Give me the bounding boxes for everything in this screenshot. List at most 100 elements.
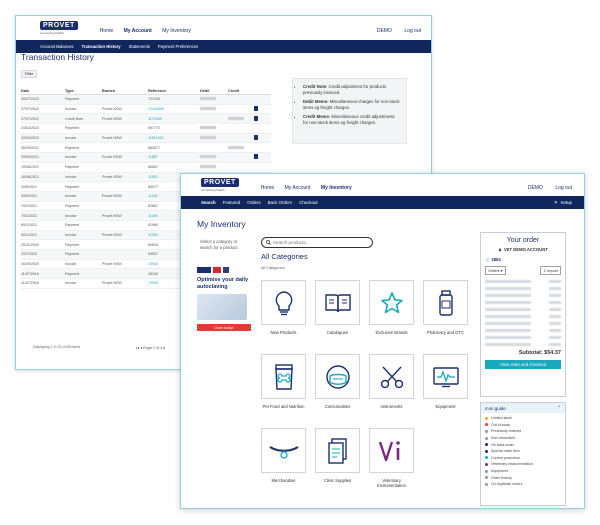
cell-reference[interactable]: 10910 (148, 262, 158, 267)
import-button[interactable]: ⇩ Import (539, 266, 561, 275)
col-type[interactable]: Type (65, 88, 74, 93)
cell-type: Invoice (65, 155, 77, 160)
category-vet-instrumentation[interactable]: Veterinary Instrumentation (369, 428, 414, 502)
provet-logo[interactable]: PROVET connecting health (40, 21, 78, 35)
tab-statements[interactable]: Statements (128, 44, 150, 49)
nav-home[interactable]: Home (99, 28, 114, 34)
nav-my-account[interactable]: My Account (284, 185, 311, 191)
category-catalogues[interactable]: Catalogues (315, 280, 360, 354)
logout-link[interactable]: Log out (555, 185, 572, 191)
category-grid: New Products Catalogues Exclusive Brands… (261, 280, 471, 502)
nav-my-inventory[interactable]: My Inventory (162, 28, 191, 34)
chevron-up-icon[interactable]: ⌃ (557, 405, 561, 410)
category-equipment[interactable]: Equipment (423, 354, 468, 428)
category-instruments[interactable]: Instruments (369, 354, 414, 428)
tab-search[interactable]: Search (201, 200, 216, 205)
document-icon[interactable] (254, 154, 258, 160)
order-line[interactable] (485, 336, 561, 339)
order-line[interactable] (485, 287, 561, 290)
account-name[interactable]: DEMO (527, 185, 543, 191)
account-name[interactable]: DEMO (376, 28, 392, 34)
cell-date: 6/01/2021 (21, 232, 37, 237)
tab-orders[interactable]: Orders (247, 200, 261, 205)
icon-guide-header[interactable]: Icon guide ⌃ (481, 403, 565, 413)
order-reference[interactable]: 🛒 2854 (485, 257, 565, 263)
category-label: Catalogues (326, 330, 349, 335)
next-page-icon[interactable]: ▸ (163, 346, 166, 350)
nav-my-inventory[interactable]: My Inventory (320, 185, 352, 191)
category-exclusive-brands[interactable]: Exclusive Brands (369, 280, 414, 354)
order-line[interactable] (485, 315, 561, 318)
cell-reference[interactable]: 11202 (148, 194, 158, 199)
cell-reference[interactable]: 12141806 (148, 107, 164, 112)
icon-guide-label: Out of stock (491, 422, 511, 427)
tab-payment-preferences[interactable]: Payment Preferences (157, 44, 199, 49)
order-line[interactable] (485, 322, 561, 325)
table-row[interactable]: 22/03/2022 Invoice Provet NSW 11911451 (21, 133, 271, 144)
orders-dropdown[interactable]: Orders ▾ (485, 266, 506, 275)
category-merchandise[interactable]: Merchandise (261, 428, 306, 502)
col-credit[interactable]: Credit (228, 88, 239, 93)
account-subnav: Account Balances Transaction History Sta… (16, 40, 431, 53)
tab-checkout[interactable]: Checkout (299, 200, 318, 205)
first-page-icon[interactable]: |◂ (136, 346, 139, 350)
logout-link[interactable]: Log out (404, 28, 421, 34)
filter-button[interactable]: Filter (21, 70, 37, 78)
tab-transaction-history[interactable]: Transaction History (81, 44, 121, 49)
search-icon (266, 240, 271, 245)
icon-guide-label: On duplicate orders (491, 482, 523, 487)
order-line[interactable] (485, 301, 561, 304)
category-pet-food[interactable]: Pet Food and Nutrition (261, 354, 306, 428)
nav-my-account[interactable]: My Account (123, 28, 152, 34)
cell-reference[interactable]: 1179409 (148, 116, 162, 121)
document-icon[interactable] (254, 135, 258, 141)
setup-button[interactable]: ✕ Setup (554, 200, 572, 206)
category-pharmacy-otc[interactable]: Pharmacy and OTC (423, 280, 468, 354)
tab-account-balances[interactable]: Account Balances (40, 44, 74, 49)
cell-reference[interactable]: 11587 (148, 155, 158, 160)
document-icon[interactable] (254, 115, 258, 121)
order-line[interactable] (485, 294, 561, 297)
document-icon[interactable] (254, 106, 258, 112)
category-new-products[interactable]: New Products (261, 280, 306, 354)
category-clinic-supplies[interactable]: Clinic Supplies (315, 428, 360, 502)
table-row[interactable]: 27/07/2022 Invoice Provet NSW 12141806 (21, 105, 271, 115)
table-row[interactable]: 24/03/2022 Payment 697772 (21, 124, 271, 134)
table-row[interactable]: 29/09/2021 Invoice Provet NSW 11587 (21, 153, 271, 163)
order-line[interactable] (485, 280, 561, 283)
cell-reference[interactable]: 11911451 (148, 136, 164, 141)
nav-home[interactable]: Home (260, 185, 275, 191)
cell-reference[interactable]: 11090 (148, 232, 158, 237)
order-line[interactable] (485, 343, 561, 346)
category-consumables[interactable]: Consumables (315, 354, 360, 428)
vi-logo-icon (378, 440, 400, 461)
cell-branch: Provet NSW (102, 116, 122, 121)
col-debit[interactable]: Debit (200, 88, 210, 93)
icon-guide-label: Current promotion (491, 455, 520, 460)
cell-date: 30/09/2021 (21, 145, 39, 150)
table-row[interactable]: 26/07/2022 Payment 721205 (21, 95, 271, 105)
table-row[interactable]: 19/08/2021 Payment 65657 (21, 163, 271, 173)
cell-reference[interactable]: 11502 (148, 174, 158, 179)
tab-back-orders[interactable]: Back Orders (267, 200, 293, 205)
col-date[interactable]: Date (21, 88, 30, 93)
table-row[interactable]: 30/09/2021 Payment 664577 (21, 143, 271, 154)
order-line[interactable] (485, 308, 561, 311)
cell-reference[interactable]: 72035 (148, 281, 158, 286)
col-branch[interactable]: Branch (102, 88, 116, 93)
provet-logo[interactable]: PROVET connecting health (201, 178, 239, 192)
table-row[interactable]: 27/07/2022 Credit Note Provet NSW 1179409 (21, 114, 271, 125)
icon-guide-label: Limited stock (491, 416, 512, 421)
category-label: Merchandise (271, 478, 296, 483)
tab-featured[interactable]: Featured (222, 200, 241, 205)
view-order-checkout-button[interactable]: View order and checkout (485, 360, 561, 369)
search-input[interactable] (273, 240, 368, 245)
order-today-button[interactable]: Order today! (197, 324, 251, 332)
promo-banner[interactable]: Optimise your daily autoclaving Order to… (197, 267, 251, 349)
order-line[interactable] (485, 329, 561, 332)
product-search[interactable] (261, 237, 373, 248)
note-credit-memo: Credit Memo: Miscellaneous credit adjust… (303, 114, 400, 126)
cell-reference[interactable]: 11090 (148, 213, 158, 218)
col-reference[interactable]: Reference (148, 88, 167, 93)
prev-page-icon[interactable]: ◂ (139, 346, 142, 350)
